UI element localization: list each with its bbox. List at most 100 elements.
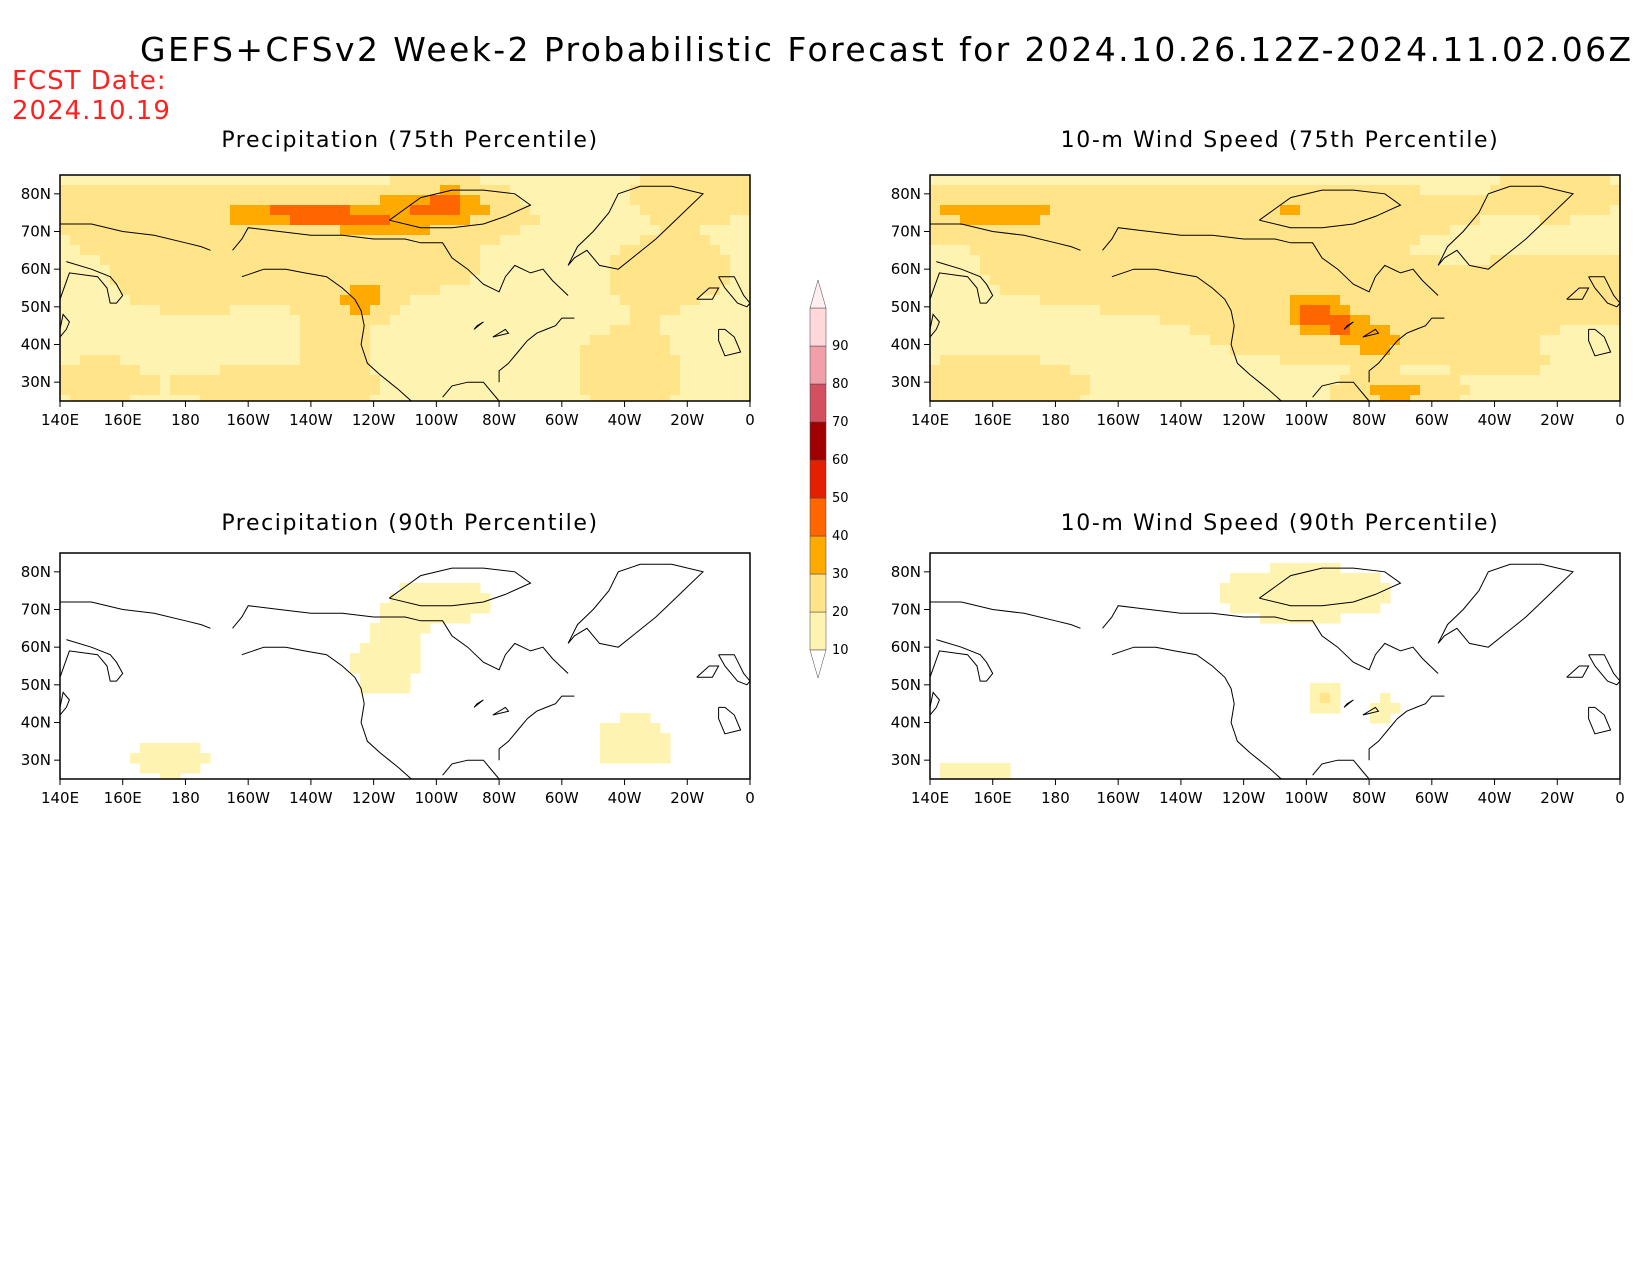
probability-cell	[150, 195, 161, 206]
probability-cell	[540, 365, 551, 376]
probability-cell	[990, 235, 1001, 246]
probability-cell	[160, 345, 171, 356]
probability-cell	[470, 225, 481, 236]
probability-cell	[1380, 205, 1391, 216]
probability-cell	[1400, 335, 1411, 346]
probability-cell	[1390, 285, 1401, 296]
probability-cell	[70, 185, 81, 196]
probability-cell	[1330, 315, 1341, 326]
probability-cell	[370, 643, 381, 654]
probability-cell	[1310, 305, 1321, 316]
probability-cell	[1150, 255, 1161, 266]
probability-cell	[930, 355, 941, 366]
probability-cell	[1600, 355, 1611, 366]
probability-cell	[1510, 275, 1521, 286]
probability-cell	[1610, 375, 1620, 386]
probability-cell	[690, 385, 701, 396]
probability-cell	[120, 195, 131, 206]
probability-cell	[360, 643, 371, 654]
probability-cell	[610, 315, 621, 326]
probability-cell	[1210, 225, 1221, 236]
probability-cell	[1250, 205, 1261, 216]
probability-cell	[1480, 245, 1491, 256]
probability-cell	[610, 215, 621, 226]
probability-cell	[80, 225, 91, 236]
probability-cell	[1490, 295, 1501, 306]
probability-cell	[1400, 375, 1411, 386]
probability-cell	[170, 375, 181, 386]
probability-cell	[640, 195, 651, 206]
probability-cell	[700, 175, 711, 186]
lat-tick-label: 80N	[21, 185, 51, 203]
probability-cell	[60, 365, 71, 376]
probability-cell	[310, 355, 321, 366]
probability-cell	[120, 325, 131, 336]
probability-cell	[1240, 573, 1251, 584]
probability-cell	[1340, 295, 1351, 306]
probability-cell	[1330, 235, 1341, 246]
probability-cell	[360, 325, 371, 336]
colorbar-label: 30	[832, 567, 849, 582]
probability-cell	[640, 255, 651, 266]
probability-cell	[730, 395, 741, 401]
probability-cell	[540, 345, 551, 356]
probability-cell	[1590, 315, 1601, 326]
probability-cell	[500, 285, 511, 296]
probability-cell	[250, 285, 261, 296]
probability-cell	[960, 335, 971, 346]
probability-cell	[1240, 245, 1251, 256]
probability-cell	[150, 175, 161, 186]
probability-cell	[350, 285, 361, 296]
probability-cell	[330, 225, 341, 236]
probability-cell	[1150, 345, 1161, 356]
probability-cell	[1340, 325, 1351, 336]
probability-cell	[600, 285, 611, 296]
probability-cell	[570, 235, 581, 246]
probability-cell	[1550, 395, 1561, 401]
probability-cell	[610, 275, 621, 286]
probability-cell	[70, 205, 81, 216]
probability-cell	[1230, 365, 1241, 376]
probability-cell	[490, 305, 501, 316]
probability-cell	[1360, 235, 1371, 246]
probability-cell	[1300, 325, 1311, 336]
probability-cell	[450, 345, 461, 356]
lon-tick-label: 20W	[670, 789, 704, 807]
probability-cell	[1160, 375, 1171, 386]
probability-cell	[630, 255, 641, 266]
probability-cell	[690, 205, 701, 216]
probability-cell	[650, 185, 661, 196]
probability-cell	[320, 325, 331, 336]
probability-cell	[1180, 175, 1191, 186]
probability-cell	[1100, 265, 1111, 276]
probability-cell	[1610, 285, 1620, 296]
probability-cell	[1270, 603, 1281, 614]
probability-cell	[530, 185, 541, 196]
coastline	[930, 223, 1081, 251]
probability-cell	[1110, 175, 1121, 186]
probability-cell	[1540, 285, 1551, 296]
probability-cell	[120, 275, 131, 286]
probability-cell	[970, 185, 981, 196]
probability-cell	[280, 265, 291, 276]
probability-cell	[640, 235, 651, 246]
probability-cell	[990, 355, 1001, 366]
probability-cell	[1080, 275, 1091, 286]
probability-cell	[1600, 195, 1611, 206]
probability-cell	[1380, 215, 1391, 226]
probability-cell	[1240, 603, 1251, 614]
probability-cell	[670, 275, 681, 286]
probability-cell	[1300, 195, 1311, 206]
probability-cell	[1540, 205, 1551, 216]
probability-cell	[1230, 573, 1241, 584]
probability-cell	[390, 265, 401, 276]
probability-cell	[630, 335, 641, 346]
probability-cell	[440, 235, 451, 246]
probability-cell	[1130, 185, 1141, 196]
probability-cell	[630, 195, 641, 206]
probability-cell	[730, 345, 741, 356]
probability-cell	[930, 375, 941, 386]
probability-cell	[950, 763, 961, 774]
probability-cell	[710, 255, 721, 266]
probability-cell	[180, 175, 191, 186]
